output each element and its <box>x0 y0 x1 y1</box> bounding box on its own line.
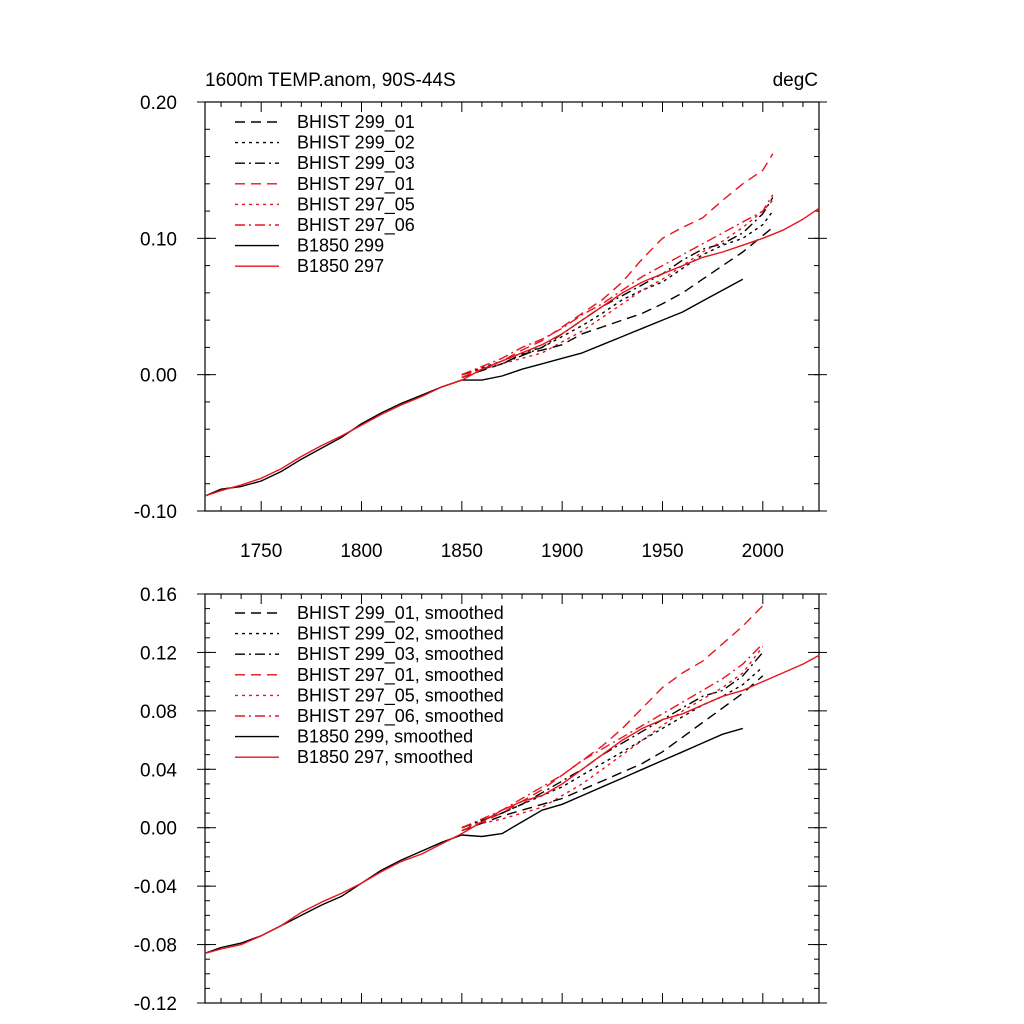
legend-label: BHIST 299_01, smoothed <box>297 603 504 624</box>
y-tick-label: 0.12 <box>140 643 177 664</box>
legend-label: BHIST 297_06 <box>297 215 415 236</box>
series-line-3 <box>461 605 764 832</box>
legend-label: BHIST 299_01 <box>297 112 415 133</box>
x-tick-label: 1750 <box>240 541 282 562</box>
y-tick-label: -0.04 <box>134 877 178 898</box>
legend-label: BHIST 297_05 <box>297 194 415 215</box>
series-line-0 <box>461 675 764 832</box>
legend-label: BHIST 297_01, smoothed <box>297 665 504 686</box>
x-tick-label: 1850 <box>441 541 483 562</box>
x-tick-label: 1900 <box>541 541 583 562</box>
plot-frame <box>204 101 820 512</box>
y-tick-label: 0.08 <box>140 702 177 723</box>
legend-label: B1850 299 <box>297 236 384 256</box>
x-tick-label: 1950 <box>641 541 683 562</box>
series-line-7 <box>204 207 820 497</box>
x-tick-label: 1800 <box>340 541 382 562</box>
y-tick-label: 0.00 <box>140 366 177 387</box>
series-line-2 <box>461 197 774 376</box>
series-line-1 <box>461 666 764 829</box>
series-line-6 <box>204 727 743 954</box>
series-line-6 <box>204 278 744 497</box>
legend-label: B1850 299, smoothed <box>297 727 473 747</box>
figure-title: 1600m TEMP.anom, 90S-44S <box>205 70 456 91</box>
series-line-2 <box>461 651 764 829</box>
y-tick-label: -0.12 <box>134 994 177 1015</box>
legend-label: BHIST 297_01 <box>297 174 415 195</box>
legend-label: BHIST 299_02 <box>297 133 415 154</box>
series-line-7 <box>204 654 820 954</box>
legend-label: BHIST 297_06, smoothed <box>297 706 504 727</box>
y-tick-label: 0.20 <box>140 93 177 114</box>
legend-label: BHIST 299_03 <box>297 153 415 174</box>
y-tick-label: 0.04 <box>140 760 177 781</box>
figure-units: degC <box>773 70 818 91</box>
series-line-0 <box>461 226 774 379</box>
y-tick-label: -0.08 <box>134 936 177 957</box>
series-line-5 <box>461 643 764 829</box>
legend-label: BHIST 299_02, smoothed <box>297 624 504 645</box>
y-tick-label: 0.00 <box>140 819 177 840</box>
series-line-4 <box>461 199 774 376</box>
legend-label: BHIST 299_03, smoothed <box>297 644 504 665</box>
x-tick-label: 2000 <box>742 541 784 562</box>
legend-label: B1850 297 <box>297 256 384 276</box>
y-tick-label: 0.10 <box>140 229 177 250</box>
series-line-3 <box>461 153 774 379</box>
series-line-5 <box>461 194 774 376</box>
legend-label: BHIST 297_05, smoothed <box>297 685 504 706</box>
top-panel: 1750 1800 1850 1900 1950 2000 -0.10 0.00 0.10 0.2… <box>134 93 827 562</box>
y-tick-label: -0.10 <box>134 502 177 523</box>
series-line-1 <box>461 210 774 376</box>
bottom-panel: -0.12 -0.08 -0.04 0.00 0.04 0.08 0.12 0.16 BHIST… <box>134 585 827 1015</box>
legend-label: B1850 297, smoothed <box>297 747 473 767</box>
y-tick-label: 0.16 <box>140 585 177 606</box>
